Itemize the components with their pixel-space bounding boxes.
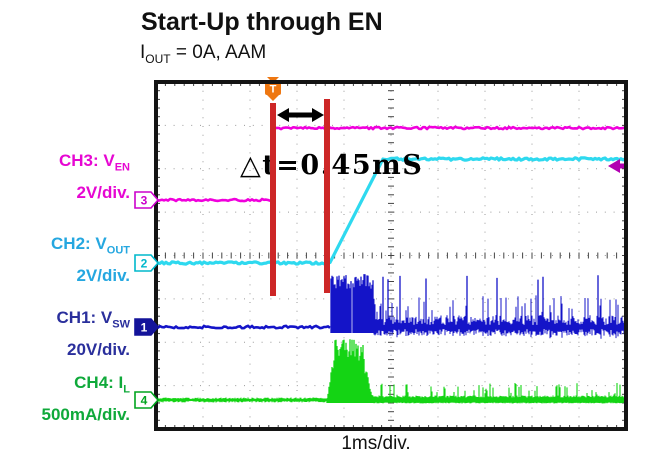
trace-ch4-burst xyxy=(326,339,374,403)
condition-subscript: OUT xyxy=(145,51,171,66)
ch2-scale: 2V/div. xyxy=(76,266,130,286)
ch1-label: CH1: VSW 20V/div. xyxy=(57,305,130,363)
trigger-label: T xyxy=(270,84,277,96)
scope-bezel xyxy=(154,80,628,431)
trace-ch1-burst xyxy=(330,274,374,333)
ch2-name: CH2: VOUT xyxy=(51,234,130,257)
figure-condition: IOUT = 0A, AAM xyxy=(140,42,266,66)
trigger-flag-point xyxy=(267,95,279,101)
trace-ch4-tail xyxy=(372,383,626,404)
delta-arrow-head-left xyxy=(277,108,289,122)
oscilloscope-capture: △t=0.45mS T 3 2 1 4 xyxy=(134,77,628,431)
channel-tag-3: 3 xyxy=(134,191,160,209)
ch4-label: CH4: IL 500mA/div. xyxy=(41,370,130,428)
svg-text:2: 2 xyxy=(141,257,148,271)
trace-ch1-baseline xyxy=(155,324,331,330)
ch4-name: CH4: IL xyxy=(74,373,130,396)
figure-title: Start-Up through EN xyxy=(141,8,383,36)
svg-text:3: 3 xyxy=(141,194,148,208)
condition-symbol: I xyxy=(140,42,146,63)
ch3-name: CH3: VEN xyxy=(58,151,130,174)
ch2-label: CH2: VOUT 2V/div. xyxy=(51,231,130,289)
timebase-label: 1ms/div. xyxy=(341,433,411,454)
channel-position-arrow-icon xyxy=(608,159,620,173)
ch3-scale: 2V/div. xyxy=(76,183,130,203)
ch3-label: CH3: VEN 2V/div. xyxy=(59,148,130,206)
trace-ch1-noise xyxy=(372,295,626,339)
ch1-name: CH1: VSW xyxy=(56,308,130,331)
cursor-line-1 xyxy=(270,103,276,296)
cursor-line-2 xyxy=(324,99,330,293)
trace-ch1-tall-spikes xyxy=(382,275,599,331)
condition-value: = 0A, AAM xyxy=(170,42,267,63)
trace-ch2-vout xyxy=(155,156,626,266)
trigger-flag-icon xyxy=(265,82,281,95)
ch4-scale: 500mA/div. xyxy=(41,405,130,425)
delta-arrow-head-right xyxy=(312,108,324,122)
channel-position-arrow-tail xyxy=(620,163,625,169)
channel-tag-1: 1 xyxy=(134,318,160,336)
trace-ch3-ven xyxy=(155,125,626,203)
delta-t-annotation: △t=0.45mS xyxy=(240,150,423,181)
svg-text:1: 1 xyxy=(141,321,148,335)
ch1-scale: 20V/div. xyxy=(67,340,130,360)
svg-text:4: 4 xyxy=(141,394,148,408)
channel-tag-4: 4 xyxy=(134,391,160,409)
channel-tag-2: 2 xyxy=(134,254,160,272)
